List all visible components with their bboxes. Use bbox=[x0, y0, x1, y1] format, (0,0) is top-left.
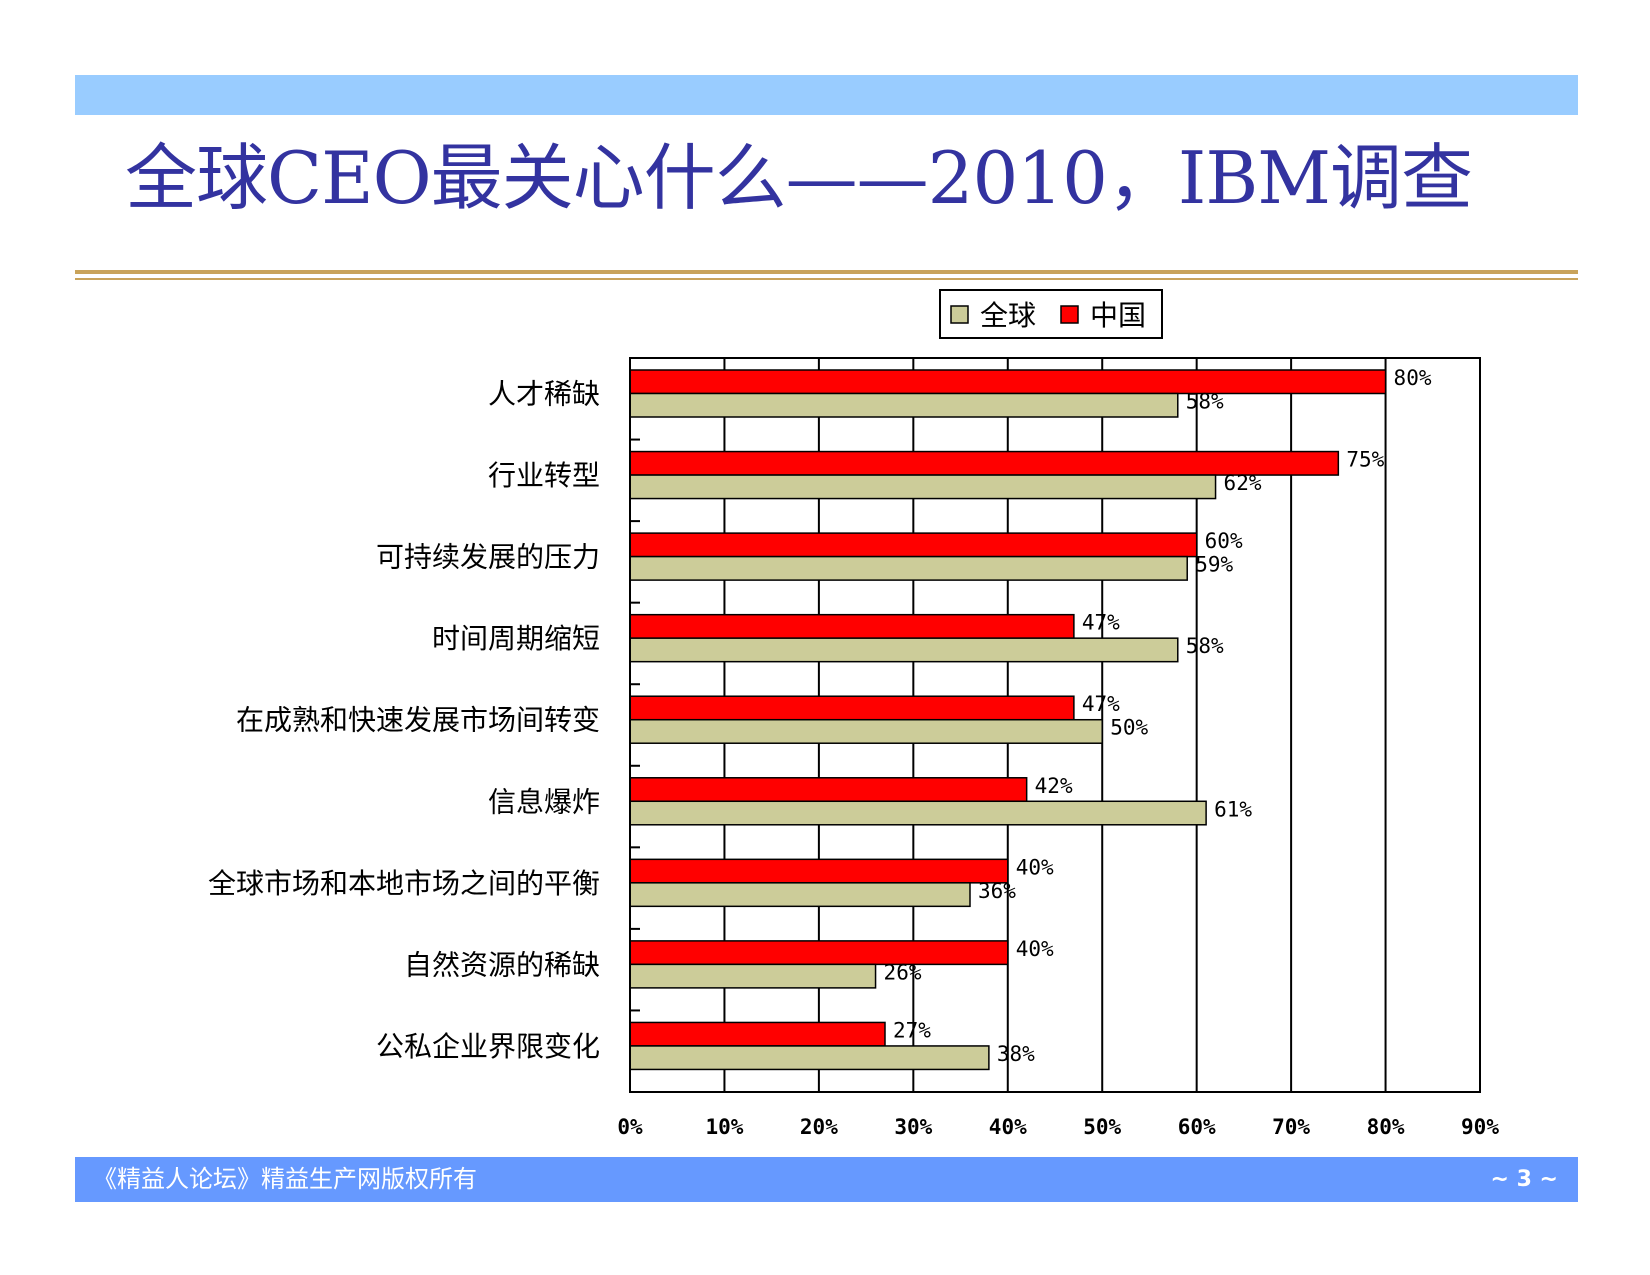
title-rule-thin bbox=[75, 278, 1578, 280]
bar-global bbox=[629, 882, 971, 908]
data-label-global: 50% bbox=[1110, 716, 1148, 740]
bar-china bbox=[629, 613, 1075, 639]
x-tick-label: 80% bbox=[1367, 1115, 1405, 1139]
bar-global bbox=[629, 637, 1179, 663]
data-label-global: 61% bbox=[1214, 797, 1252, 821]
data-label-global: 26% bbox=[884, 960, 922, 984]
bar-china bbox=[629, 858, 1009, 884]
bar-global bbox=[629, 1045, 990, 1071]
bar-china bbox=[629, 695, 1075, 721]
bar-global bbox=[629, 474, 1217, 500]
bar-china bbox=[629, 369, 1387, 395]
bar-global bbox=[629, 392, 1179, 418]
data-label-china: 40% bbox=[1016, 855, 1054, 879]
category-label: 全球市场和本地市场之间的平衡 bbox=[208, 867, 600, 900]
bar-china bbox=[629, 940, 1009, 966]
bar-china bbox=[629, 532, 1198, 558]
category-label: 可持续发展的压力 bbox=[376, 541, 600, 574]
data-label-china: 42% bbox=[1035, 774, 1073, 798]
data-label-china: 40% bbox=[1016, 937, 1054, 961]
x-tick-label: 0% bbox=[617, 1115, 643, 1139]
data-labels: 80%58%75%62%60%59%47%58%47%50%42%61%40%3… bbox=[884, 366, 1432, 1066]
bar-global bbox=[629, 555, 1188, 581]
data-label-china: 75% bbox=[1346, 448, 1384, 472]
header-band bbox=[75, 75, 1578, 115]
category-label: 公私企业界限变化 bbox=[376, 1030, 600, 1063]
legend: 全球 中国 bbox=[939, 289, 1163, 339]
x-tick-label: 40% bbox=[989, 1115, 1027, 1139]
data-label-global: 59% bbox=[1195, 553, 1233, 577]
x-axis-tick-labels: 0% 10% 20% 30% 40% 50% 60% 70% 80% 90% bbox=[617, 1115, 1499, 1139]
footer-copyright: 《精益人论坛》精益生产网版权所有 bbox=[93, 1165, 477, 1193]
data-label-china: 47% bbox=[1082, 692, 1120, 716]
category-label: 在成熟和快速发展市场间转变 bbox=[236, 704, 600, 737]
bar-global bbox=[629, 718, 1103, 744]
category-label: 信息爆炸 bbox=[488, 785, 600, 818]
legend-frame bbox=[939, 289, 1163, 339]
legend-label-china: 中国 bbox=[1090, 299, 1146, 332]
data-label-global: 38% bbox=[997, 1042, 1035, 1066]
x-tick-label: 10% bbox=[705, 1115, 743, 1139]
category-label: 时间周期缩短 bbox=[432, 622, 600, 655]
footer-band: 《精益人论坛》精益生产网版权所有 ~ 3 ~ bbox=[75, 1157, 1578, 1202]
data-label-china: 47% bbox=[1082, 611, 1120, 635]
x-tick-label: 20% bbox=[800, 1115, 838, 1139]
legend-swatch-china bbox=[1060, 305, 1079, 324]
category-label: 人才稀缺 bbox=[488, 378, 600, 411]
x-tick-label: 60% bbox=[1178, 1115, 1216, 1139]
title-rule-thick bbox=[75, 270, 1578, 274]
bar-china bbox=[629, 777, 1028, 803]
data-label-china: 27% bbox=[893, 1018, 931, 1042]
category-label: 自然资源的稀缺 bbox=[404, 948, 600, 981]
bar-global bbox=[629, 963, 877, 989]
plot-frame bbox=[629, 357, 1481, 1093]
data-label-china: 80% bbox=[1394, 366, 1432, 390]
data-label-china: 60% bbox=[1205, 529, 1243, 553]
legend-label-global: 全球 bbox=[980, 299, 1036, 332]
data-label-global: 62% bbox=[1224, 471, 1262, 495]
page-number: ~ 3 ~ bbox=[1490, 1167, 1559, 1192]
bars bbox=[629, 369, 1387, 1071]
data-label-global: 58% bbox=[1186, 634, 1224, 658]
legend-swatch-global bbox=[950, 305, 969, 324]
x-tick-label: 30% bbox=[894, 1115, 932, 1139]
category-label: 行业转型 bbox=[488, 459, 600, 492]
bar-global bbox=[629, 800, 1207, 826]
data-label-global: 58% bbox=[1186, 390, 1224, 414]
slide-title: 全球CEO最关心什么——2010，IBM调查 bbox=[125, 136, 1473, 220]
x-tick-label: 90% bbox=[1461, 1115, 1499, 1139]
category-ticks bbox=[630, 438, 640, 1012]
x-tick-label: 70% bbox=[1272, 1115, 1310, 1139]
x-tick-label: 50% bbox=[1083, 1115, 1121, 1139]
data-label-global: 36% bbox=[978, 879, 1016, 903]
category-labels: 人才稀缺行业转型可持续发展的压力时间周期缩短在成熟和快速发展市场间转变信息爆炸全… bbox=[208, 378, 600, 1063]
bar-china bbox=[629, 1021, 886, 1047]
